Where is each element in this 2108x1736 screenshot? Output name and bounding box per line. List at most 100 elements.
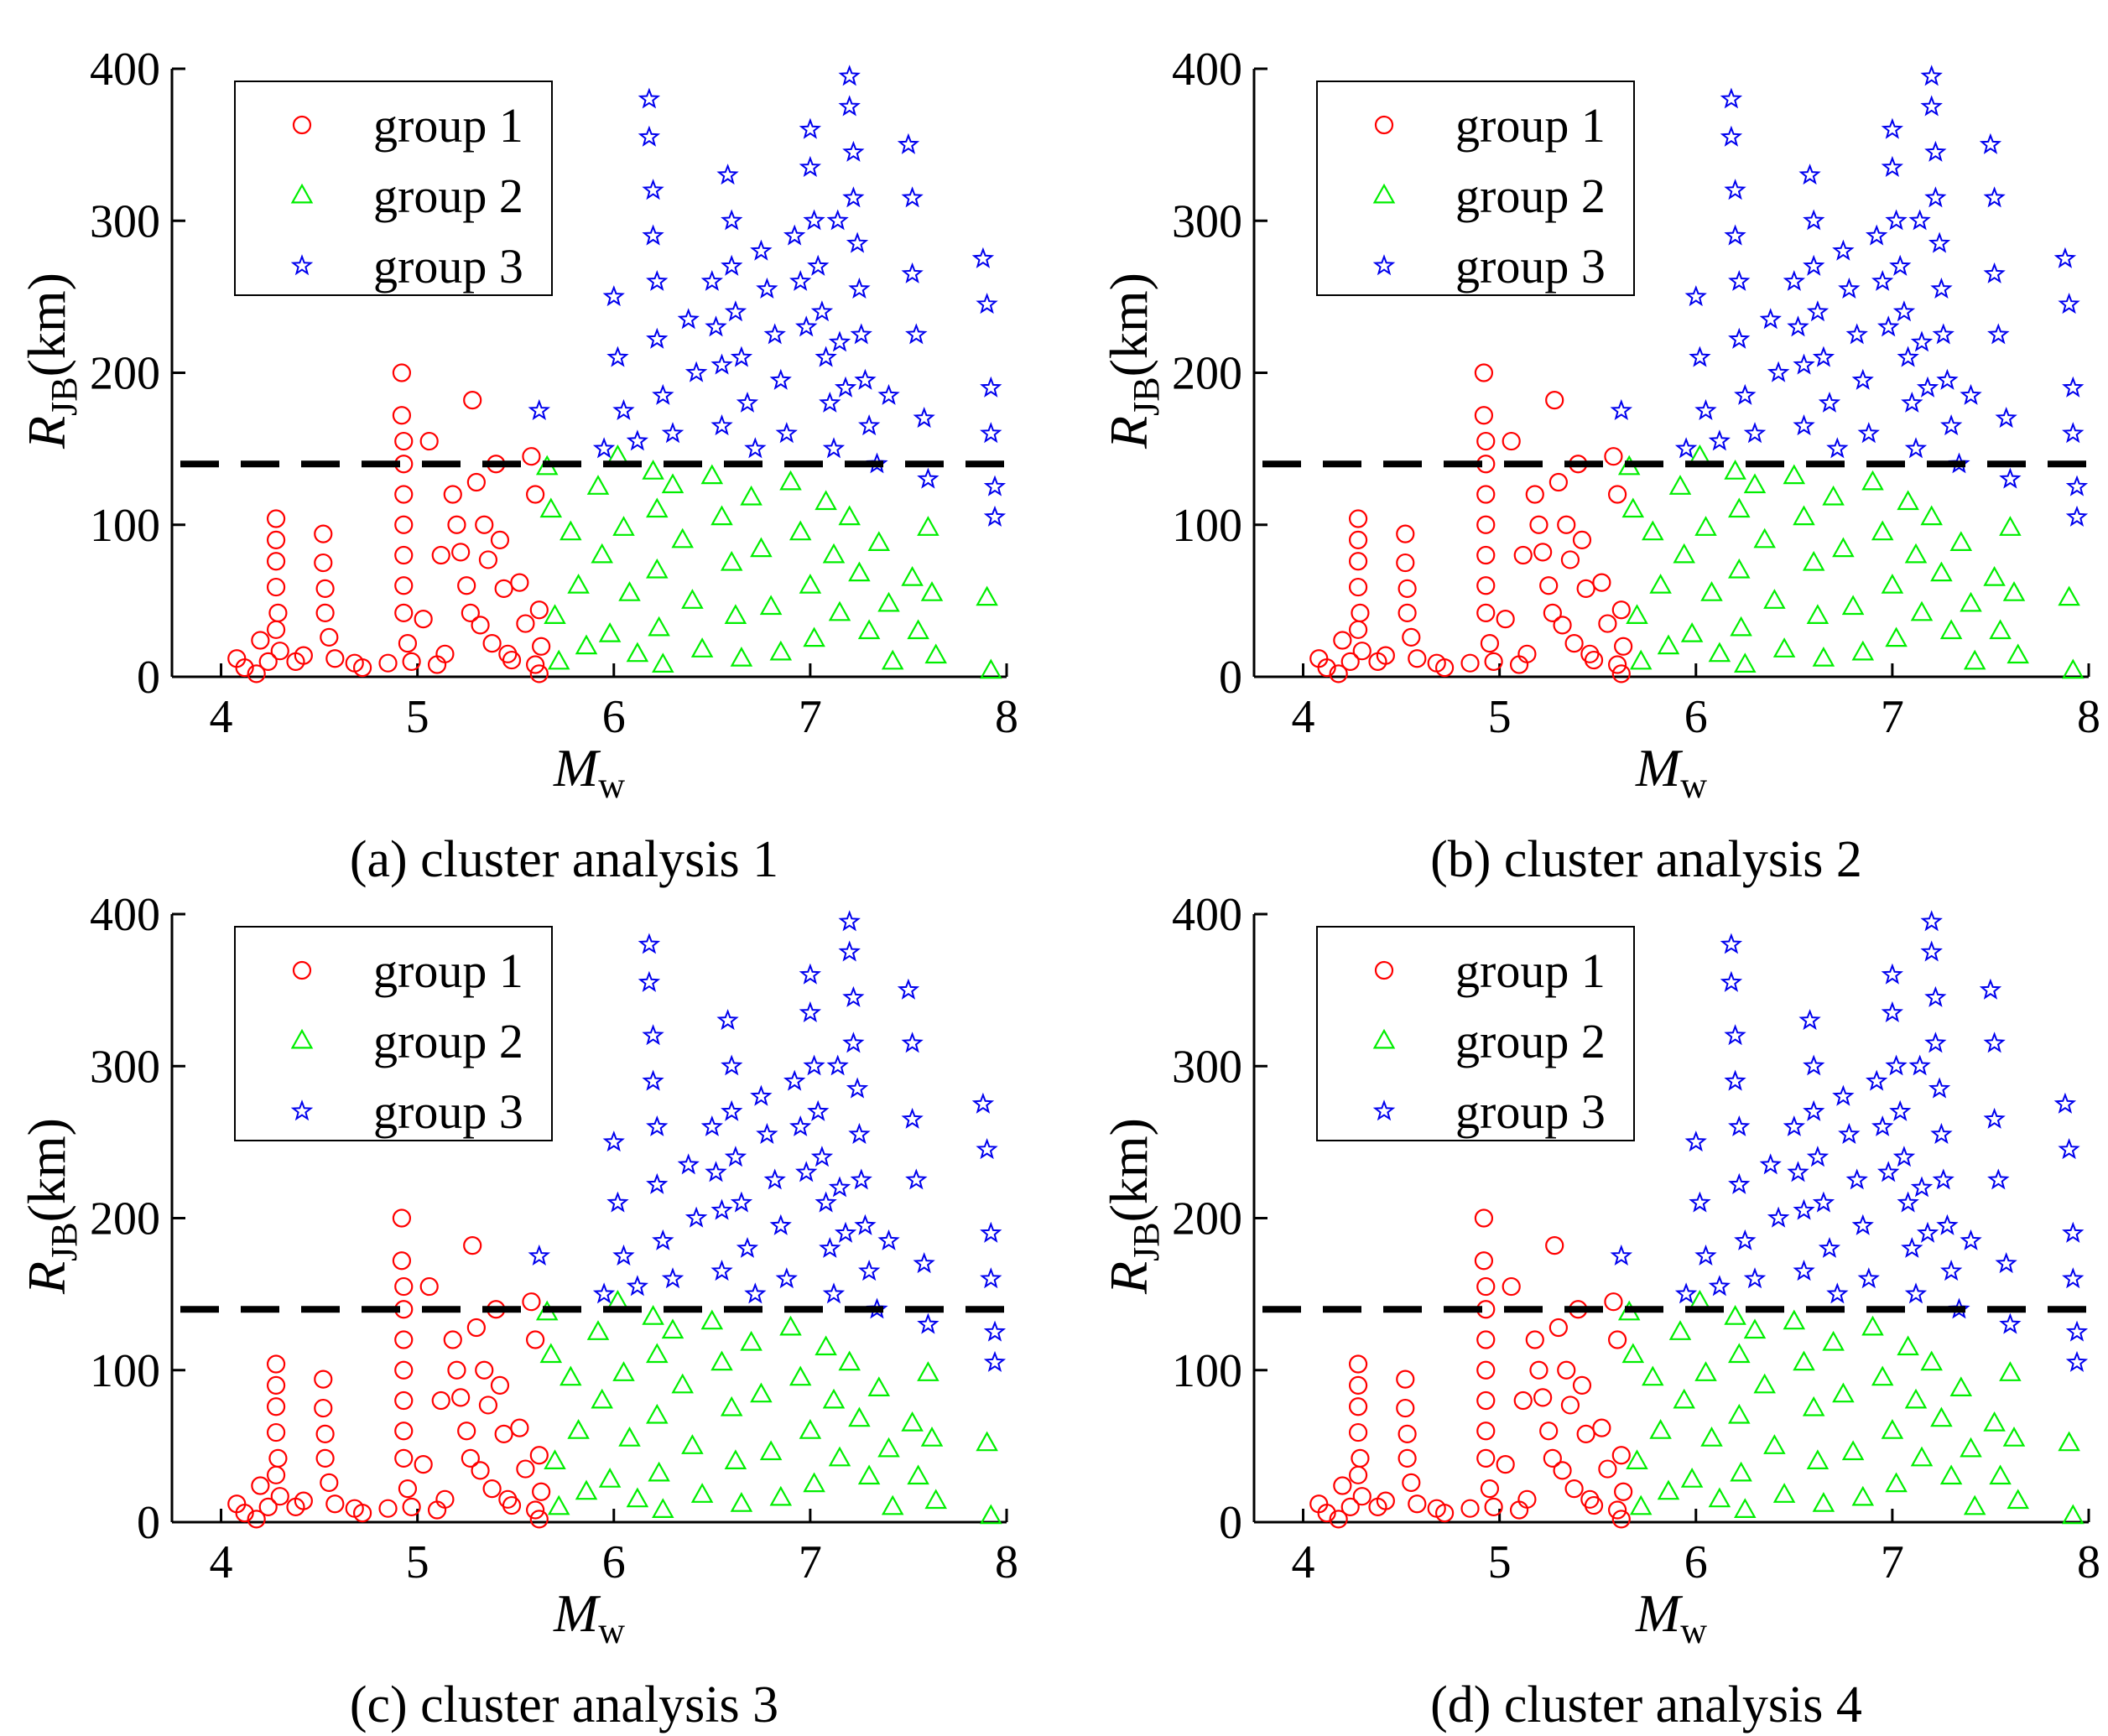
data-point-circle xyxy=(1348,530,1368,549)
data-point-triangle xyxy=(547,649,570,670)
panel-caption: (a) cluster analysis 1 xyxy=(350,831,778,888)
legend: group 1 group 2 group 3 xyxy=(234,81,553,296)
data-point-circle xyxy=(314,1370,333,1389)
data-point-circle xyxy=(247,1510,266,1529)
data-point-triangle xyxy=(799,1419,822,1439)
data-point-triangle xyxy=(1871,520,1894,541)
y-tick-label: 400 xyxy=(1172,889,1242,941)
data-point-triangle xyxy=(1728,558,1751,579)
data-point-circle xyxy=(1564,1479,1584,1499)
data-point-circle xyxy=(1348,552,1368,571)
data-point-circle xyxy=(1553,616,1572,635)
data-point-star xyxy=(983,475,1007,496)
data-point-triangle xyxy=(1999,1361,2022,1381)
data-point-triangle xyxy=(759,595,783,616)
data-point-circle xyxy=(1533,1388,1553,1407)
data-point-triangle xyxy=(626,1487,649,1508)
data-point-star xyxy=(1734,1229,1757,1250)
data-point-triangle xyxy=(1708,642,1731,663)
data-point-circle xyxy=(1608,1330,1627,1349)
data-point-star xyxy=(1960,1229,1982,1250)
data-point-star xyxy=(2062,1267,2085,1289)
panel-caption: (b) cluster analysis 2 xyxy=(1430,831,1862,888)
data-point-circle xyxy=(471,1461,490,1480)
data-point-star xyxy=(803,1054,825,1076)
data-point-circle xyxy=(1560,550,1580,569)
data-point-star xyxy=(810,1146,834,1167)
data-point-star xyxy=(705,1161,727,1182)
data-point-star xyxy=(677,1153,700,1175)
data-point-star xyxy=(1920,95,1943,117)
data-point-triangle xyxy=(1626,604,1648,625)
data-point-circle xyxy=(394,431,414,451)
data-point-star xyxy=(1851,368,1874,390)
x-axis-title-main: M xyxy=(553,738,601,798)
x-tick-label: 6 xyxy=(602,1536,626,1588)
data-point-star xyxy=(1851,1214,1874,1235)
x-axis-title: Mw xyxy=(553,738,625,806)
legend-box xyxy=(234,81,553,296)
data-point-star xyxy=(716,164,739,185)
data-point-circle xyxy=(526,1500,545,1520)
data-point-star xyxy=(1881,155,1904,178)
data-point-star xyxy=(2065,505,2089,527)
data-point-star xyxy=(750,1084,773,1106)
legend: group 1 group 2 group 3 xyxy=(1316,926,1635,1141)
data-point-circle xyxy=(1476,1330,1496,1349)
data-point-triangle xyxy=(907,1464,929,1485)
data-point-circle xyxy=(1539,1422,1559,1441)
data-point-star xyxy=(1759,308,1782,330)
data-point-star xyxy=(2058,1138,2080,1160)
y-tick-label: 200 xyxy=(1172,348,1242,400)
data-point-circle xyxy=(1474,1208,1494,1228)
data-point-circle xyxy=(516,614,535,633)
data-point-circle xyxy=(266,620,286,639)
data-point-star xyxy=(1694,398,1717,421)
data-point-triangle xyxy=(1881,1419,1904,1439)
data-point-triangle xyxy=(1793,505,1815,526)
data-point-circle xyxy=(266,530,286,549)
data-point-triangle xyxy=(1904,1388,1928,1409)
data-point-circle xyxy=(526,485,545,504)
x-axis-title-main: M xyxy=(1635,738,1684,798)
data-point-triangle xyxy=(828,1446,851,1467)
data-point-triangle xyxy=(822,543,846,564)
data-point-triangle xyxy=(1657,634,1680,655)
data-point-circle xyxy=(1317,658,1336,678)
data-point-star xyxy=(1720,933,1743,954)
data-point-triangle xyxy=(652,652,674,673)
data-point-triangle xyxy=(2062,1504,2085,1525)
data-point-star xyxy=(1826,1282,1849,1304)
data-point-triangle xyxy=(1649,1419,1672,1439)
data-point-circle xyxy=(461,603,480,622)
data-point-triangle xyxy=(1832,537,1855,558)
x-tick-label: 5 xyxy=(406,1536,429,1588)
data-point-circle xyxy=(266,1375,286,1395)
data-point-circle xyxy=(394,545,414,565)
data-point-triangle xyxy=(1989,619,2012,640)
data-point-circle xyxy=(1557,515,1576,534)
y-tick-label: 100 xyxy=(1172,1345,1242,1397)
data-point-triangle xyxy=(1851,640,1875,661)
data-point-star xyxy=(1728,327,1751,349)
data-point-circle xyxy=(419,1276,439,1297)
data-point-circle xyxy=(1376,1491,1395,1510)
data-point-star xyxy=(983,505,1007,527)
data-point-circle xyxy=(266,577,286,597)
data-point-star xyxy=(1857,1267,1880,1289)
data-point-star xyxy=(646,269,669,291)
data-point-triangle xyxy=(598,1468,622,1488)
y-axis-title-unit: (km) xyxy=(17,273,76,377)
data-point-triangle xyxy=(2002,581,2026,601)
data-point-circle xyxy=(502,1495,522,1515)
data-point-star xyxy=(1932,1168,1954,1190)
data-point-triangle xyxy=(646,1343,669,1364)
data-point-circle xyxy=(447,515,466,534)
data-point-circle xyxy=(1611,600,1631,620)
data-point-circle xyxy=(494,579,513,598)
data-point-star xyxy=(684,1206,708,1228)
data-point-star xyxy=(606,346,629,367)
data-point-circle xyxy=(1608,485,1627,504)
x-tick-label: 7 xyxy=(1881,1536,1904,1588)
